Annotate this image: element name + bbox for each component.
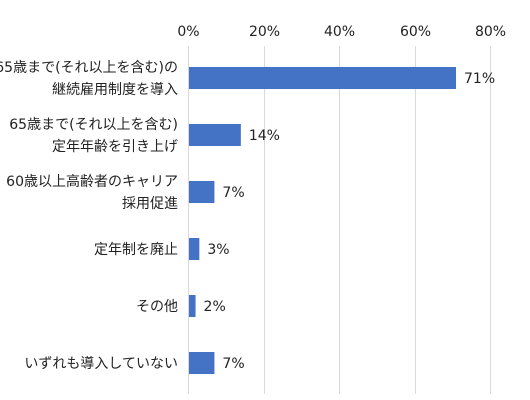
data-label-4: 2% (204, 299, 226, 315)
bar-2 (189, 181, 215, 203)
bar-4 (189, 295, 196, 317)
gridlines (188, 46, 491, 394)
data-label-2: 7% (222, 185, 244, 201)
x-tick-label-80: 80% (475, 24, 506, 40)
x-tick-label-40: 40% (324, 24, 355, 40)
bar-3 (189, 238, 200, 260)
data-label-3: 3% (207, 242, 229, 258)
bar-1 (189, 124, 241, 146)
category-label-4-line-0: その他 (136, 299, 178, 315)
data-labels: 71% 14% 7% 3% 2% 7% (204, 71, 496, 372)
bars (189, 67, 457, 374)
data-label-1: 14% (249, 128, 280, 144)
category-label-1-line-0: 65歳まで(それ以上を含む) (9, 117, 178, 133)
category-label-0-line-0: 65歳まで(それ以上を含む)の (0, 60, 178, 76)
category-label-3-line-0: 定年制を廃止 (94, 241, 178, 258)
category-label-5-line-0: いずれも導入していない (24, 356, 178, 372)
x-tick-label-20: 20% (249, 24, 280, 40)
bar-0 (189, 67, 457, 89)
category-label-2-line-1: 採用促進 (122, 196, 178, 212)
x-tick-label-0: 0% (177, 24, 199, 40)
x-axis-tick-labels: 0% 20% 40% 60% 80% (177, 24, 506, 40)
data-label-5: 7% (222, 356, 244, 372)
data-label-0: 71% (464, 71, 495, 87)
category-label-1-line-1: 定年年齢を引き上げ (52, 139, 178, 155)
category-label-2-line-0: 60歳以上高齢者のキャリア (6, 173, 178, 190)
x-tick-label-60: 60% (400, 24, 431, 40)
category-label-0-line-1: 継続雇用制度を導入 (52, 81, 178, 98)
bar-5 (189, 352, 215, 374)
